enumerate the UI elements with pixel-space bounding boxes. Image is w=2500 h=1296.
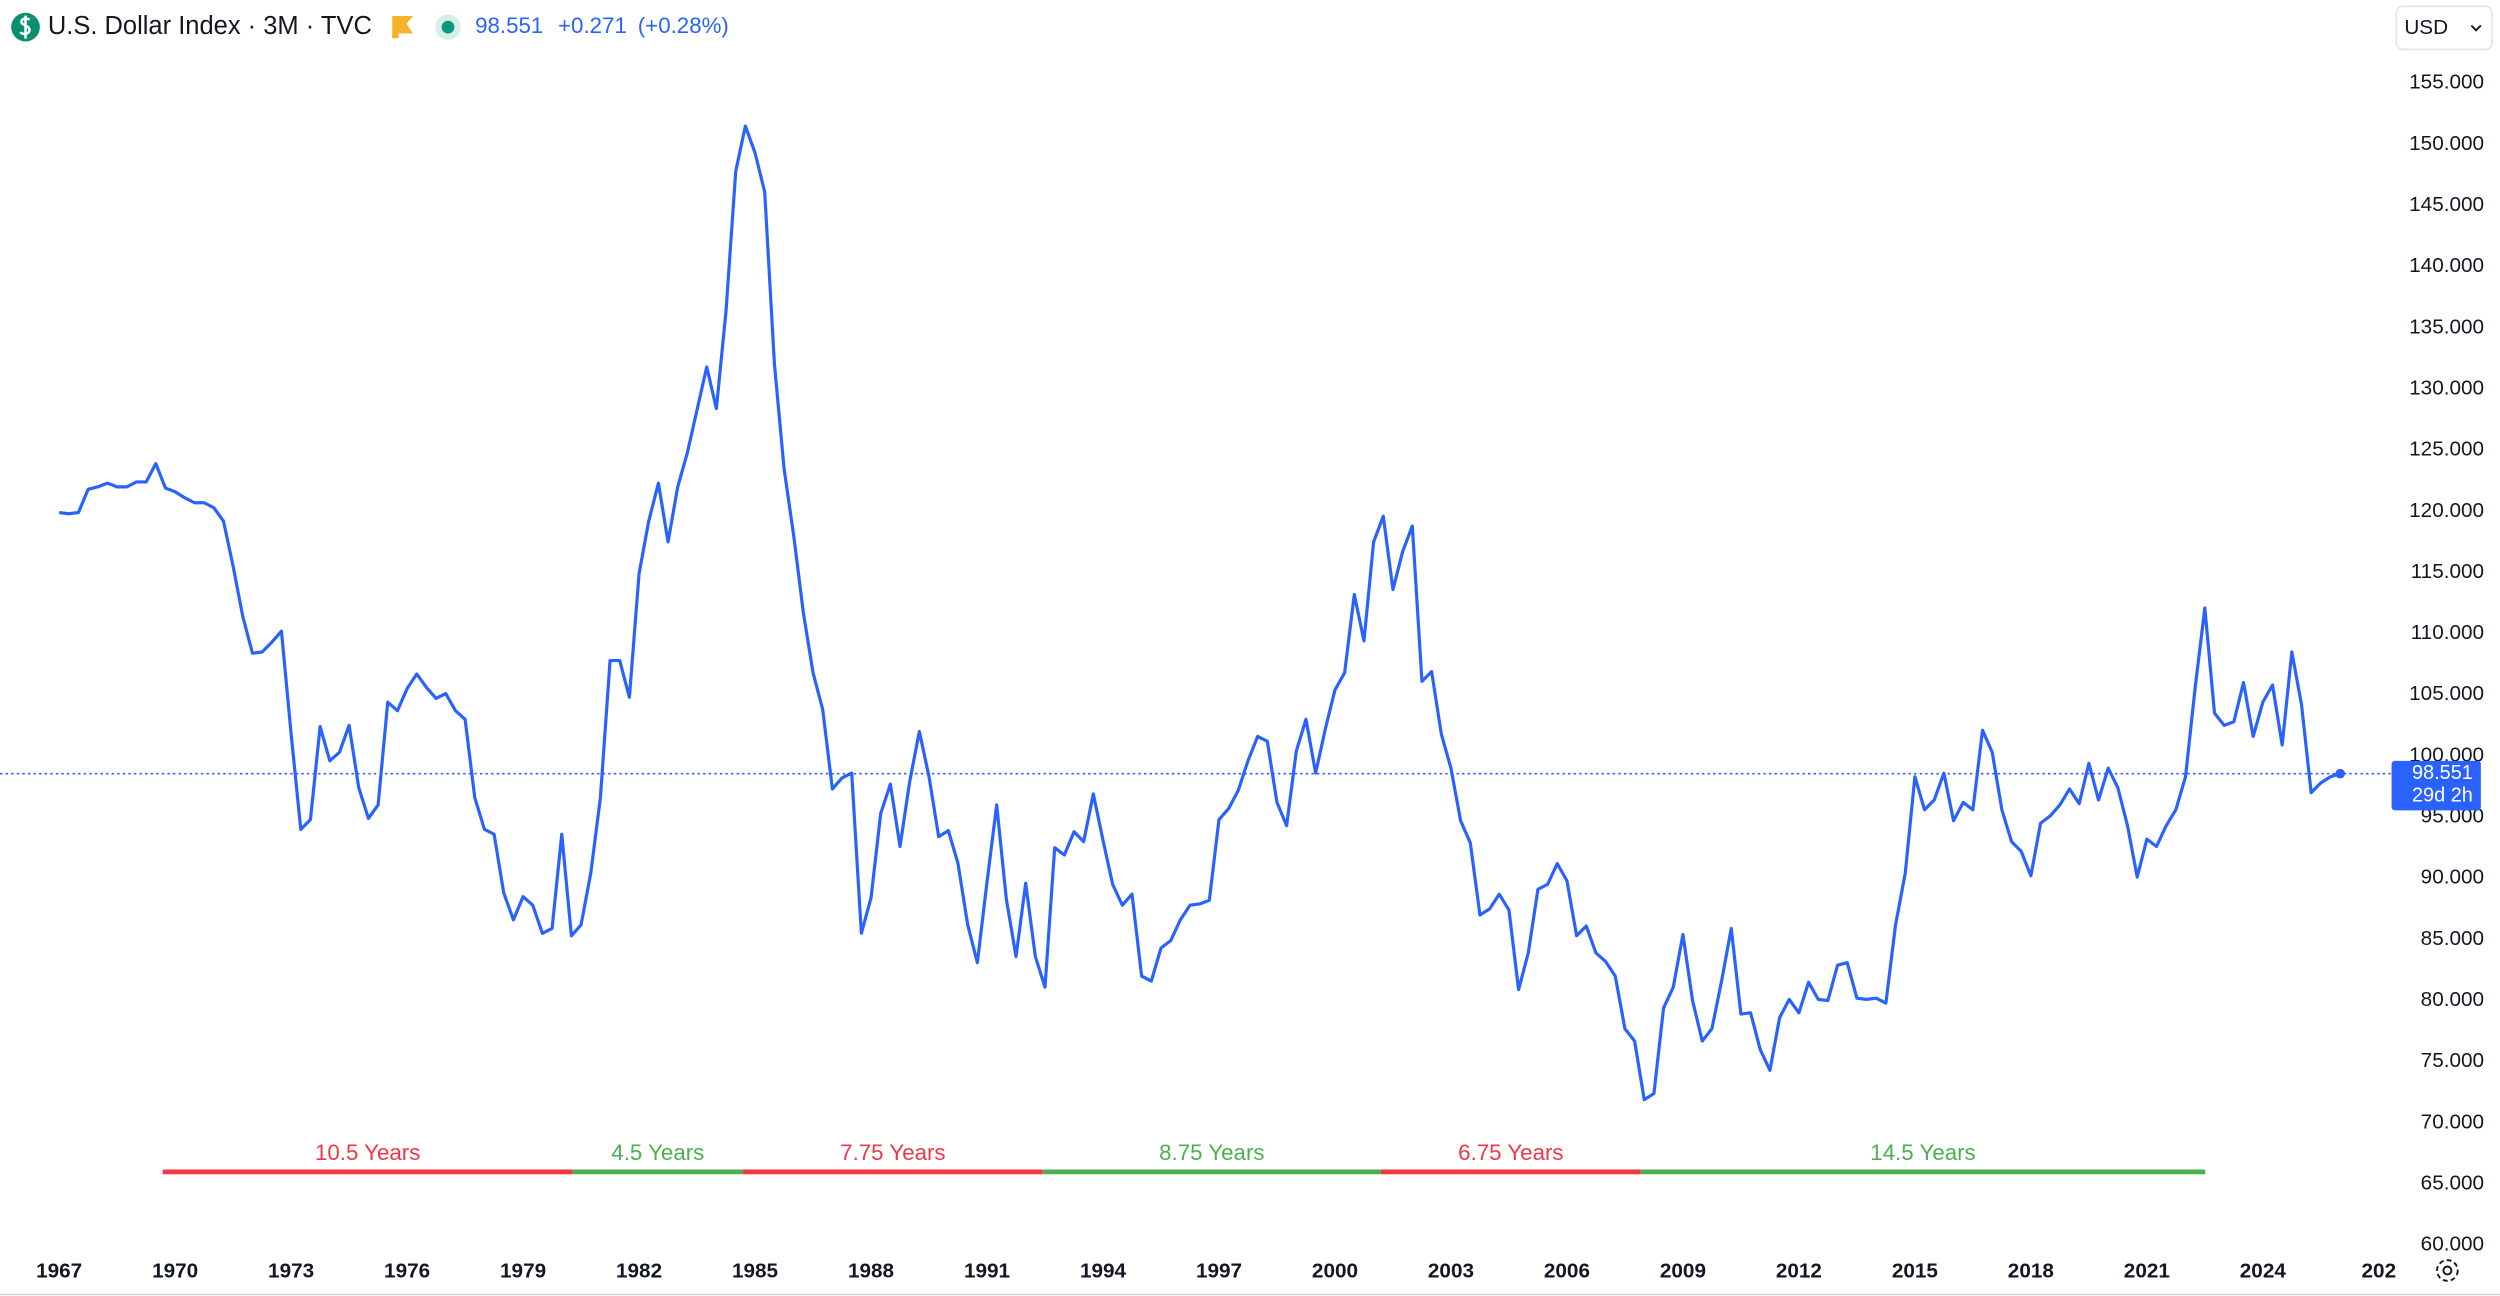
price-change-percent: (+0.28%) <box>638 13 729 38</box>
last-point <box>2335 768 2345 779</box>
currency-chevron[interactable] <box>2470 24 2482 32</box>
x-tick-label: 2000 <box>1312 1260 1358 1283</box>
x-tick-label: 1994 <box>1080 1260 1127 1283</box>
cycle-label: 4.5 Years <box>611 1140 704 1165</box>
y-tick-label: 155.000 <box>2409 71 2484 94</box>
x-tick-label: 1982 <box>616 1260 662 1283</box>
y-tick-label: 90.000 <box>2421 866 2484 889</box>
x-tick-label: 2009 <box>1660 1260 1706 1283</box>
x-tick-label: 2015 <box>1892 1260 1938 1283</box>
gear-center[interactable] <box>2442 1265 2453 1276</box>
y-tick-label: 80.000 <box>2421 988 2484 1011</box>
y-tick-label: 120.000 <box>2409 499 2484 522</box>
symbol-icon-glyph <box>19 15 31 39</box>
x-tick-label: 2012 <box>1776 1260 1822 1283</box>
y-tick-label: 150.000 <box>2409 132 2484 155</box>
y-tick-label: 130.000 <box>2409 376 2484 399</box>
cycle-label: 8.75 Years <box>1159 1140 1264 1165</box>
x-tick-label: 2018 <box>2008 1260 2054 1283</box>
x-tick-label: 1967 <box>36 1260 82 1283</box>
currency-label[interactable]: USD <box>2404 16 2448 39</box>
flag-icon[interactable] <box>392 15 413 39</box>
y-tick-label: 85.000 <box>2421 927 2484 950</box>
status-dot <box>441 20 455 34</box>
y-tick-label: 110.000 <box>2411 621 2484 644</box>
x-tick-label: 202 <box>2362 1260 2397 1283</box>
y-tick-label: 115.000 <box>2411 560 2484 583</box>
x-tick-label: 1988 <box>848 1260 894 1283</box>
y-tick-label: 125.000 <box>2409 438 2484 461</box>
price-tag-countdown: 29d 2h <box>2412 784 2473 806</box>
x-tick-label: 2003 <box>1428 1260 1474 1283</box>
x-tick-label: 2021 <box>2124 1260 2170 1283</box>
x-tick-label: 1991 <box>964 1260 1010 1283</box>
x-tick-label: 1997 <box>1196 1260 1242 1283</box>
chart-title: U.S. Dollar Index · 3M · TVC <box>48 12 372 40</box>
plot-area: 60.000 65.000 70.000 75.000 80.000 85.000 90.0… <box>0 71 2484 1283</box>
gear-outline[interactable] <box>2436 1259 2459 1282</box>
y-tick-label: 145.000 <box>2409 193 2484 216</box>
x-tick-label: 1979 <box>500 1260 546 1283</box>
y-tick-label: 105.000 <box>2409 682 2484 705</box>
price-tag-value: 98.551 <box>2412 762 2473 784</box>
y-tick-label: 135.000 <box>2409 315 2484 338</box>
cycle-label: 6.75 Years <box>1458 1140 1563 1165</box>
price-change: +0.271 <box>558 13 627 38</box>
last-price: 98.551 <box>475 13 543 38</box>
x-tick-label: 1985 <box>732 1260 778 1283</box>
currency-button[interactable] <box>2395 5 2493 51</box>
cycle-label: 10.5 Years <box>315 1140 420 1165</box>
cycle-label: 7.75 Years <box>840 1140 945 1165</box>
x-tick-label: 2006 <box>1544 1260 1590 1283</box>
x-tick-label: 1973 <box>268 1260 314 1283</box>
y-tick-label: 70.000 <box>2421 1110 2484 1133</box>
settings-icon[interactable] <box>2436 1259 2459 1282</box>
x-tick-label: 2024 <box>2240 1260 2287 1283</box>
cycle-label: 14.5 Years <box>1870 1140 1975 1165</box>
y-tick-label: 100.000 <box>2409 743 2484 766</box>
price-tag <box>2391 760 2481 811</box>
y-tick-label: 140.000 <box>2409 254 2484 277</box>
x-tick-label: 1976 <box>384 1260 430 1283</box>
y-tick-label: 75.000 <box>2421 1049 2484 1072</box>
y-tick-label: 60.000 <box>2421 1233 2484 1256</box>
y-tick-label: 65.000 <box>2421 1172 2484 1195</box>
x-tick-label: 1970 <box>152 1260 198 1283</box>
price-line <box>58 124 2341 1102</box>
